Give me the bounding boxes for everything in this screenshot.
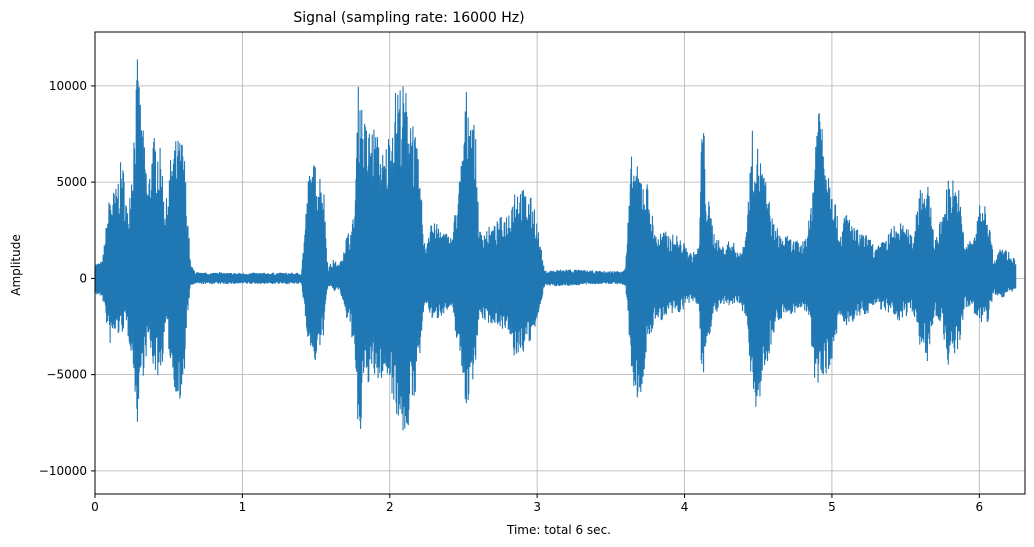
x-tick-label: 1 <box>239 500 247 514</box>
x-tick-label: 3 <box>533 500 541 514</box>
signal-waveform-line <box>94 59 1017 431</box>
x-axis-ticks: 0 1 2 3 4 5 6 <box>91 494 983 514</box>
y-axis-label: Amplitude <box>9 234 23 296</box>
y-tick-label: 10000 <box>49 79 87 93</box>
x-tick-label: 6 <box>975 500 983 514</box>
plot-area-frame <box>94 31 1026 495</box>
y-tick-label: −5000 <box>46 368 87 382</box>
x-tick-label: 4 <box>681 500 689 514</box>
x-axis-label: Time: total 6 sec. <box>506 523 611 537</box>
x-tick-label: 0 <box>91 500 99 514</box>
y-axis-ticks: −10000 −5000 0 5000 10000 <box>39 79 95 478</box>
y-tick-label: 0 <box>79 271 87 285</box>
y-tick-label: −10000 <box>39 464 87 478</box>
x-tick-label: 2 <box>386 500 394 514</box>
y-tick-label: 5000 <box>56 175 87 189</box>
chart-title: Signal (sampling rate: 16000 Hz) <box>293 10 524 26</box>
x-tick-label: 5 <box>828 500 836 514</box>
signal-series <box>94 59 1017 431</box>
